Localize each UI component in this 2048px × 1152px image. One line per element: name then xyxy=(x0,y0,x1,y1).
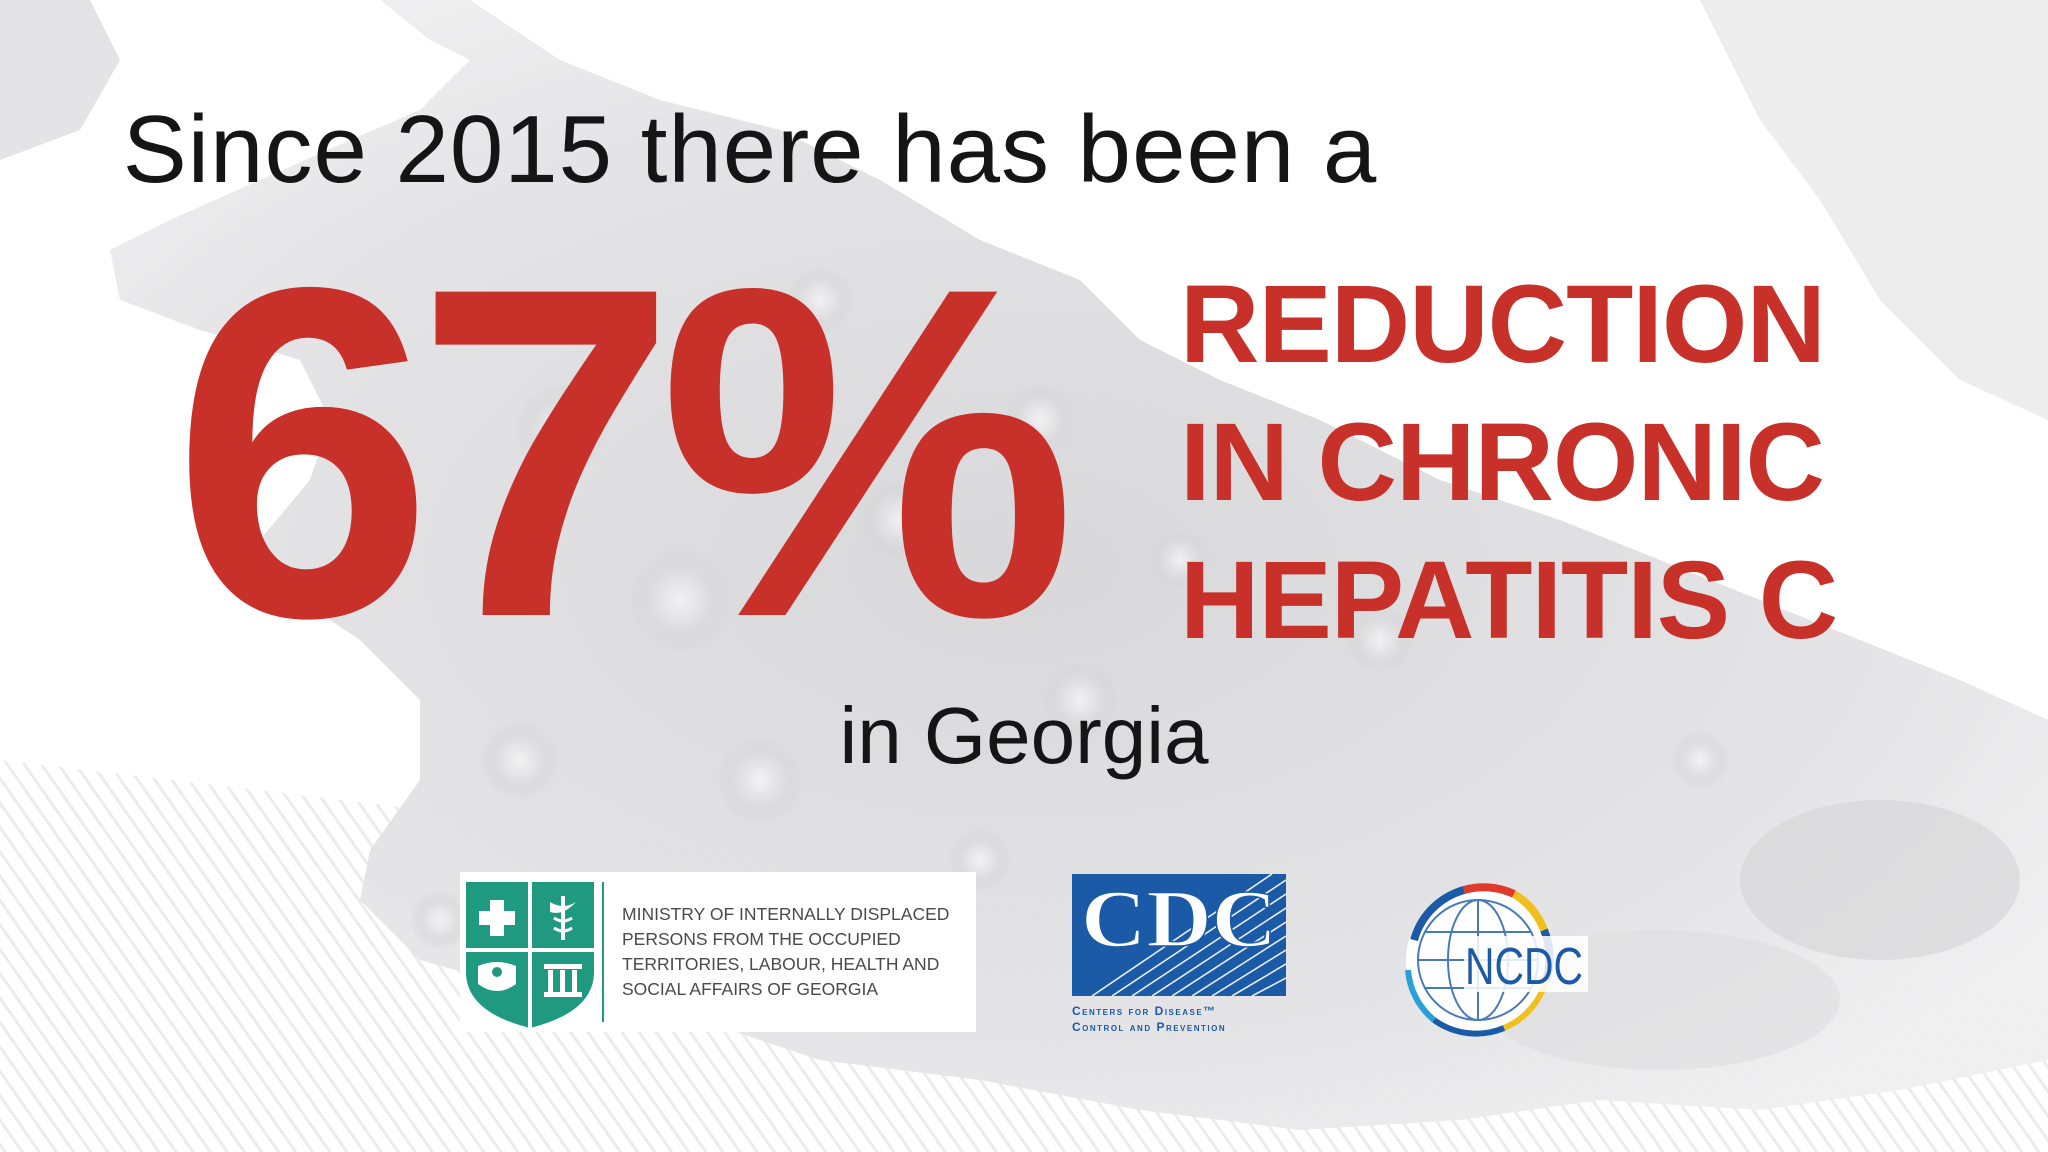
ministry-name-line-4: SOCIAL AFFAIRS OF GEORGIA xyxy=(622,979,879,999)
cdc-tagline-2: Control and Prevention xyxy=(1072,1020,1227,1034)
ministry-name-line-2: PERSONS FROM THE OCCUPIED xyxy=(622,929,901,949)
cdc-tagline-1: Centers for Disease™ xyxy=(1072,1004,1217,1018)
location-text: in Georgia xyxy=(839,691,1209,780)
headline-line-3: HEPATITIS C xyxy=(1180,539,1838,662)
headline-block: REDUCTION IN CHRONIC HEPATITIS C xyxy=(1180,256,1880,670)
big-percentage: 67% xyxy=(172,190,1077,715)
ncdc-logo: NCDC xyxy=(1405,883,1588,1037)
cdc-mark: CDC xyxy=(1072,874,1286,996)
headline-line-2: IN CHRONIC xyxy=(1180,401,1825,524)
ministry-name-line-1: MINISTRY OF INTERNALLY DISPLACED xyxy=(622,904,950,924)
ministry-shield-icon xyxy=(466,882,594,1028)
ministry-name-line-3: TERRITORIES, LABOUR, HEALTH AND xyxy=(622,954,940,974)
headline-line-1: REDUCTION xyxy=(1180,263,1826,386)
intro-text: Since 2015 there has been a xyxy=(122,96,1378,203)
ministry-name: MINISTRY OF INTERNALLY DISPLACED PERSONS… xyxy=(622,902,972,1002)
ministry-divider xyxy=(602,882,604,1022)
ministry-logo: MINISTRY OF INTERNALLY DISPLACED PERSONS… xyxy=(460,872,976,1032)
cdc-mark-text: CDC xyxy=(1081,874,1277,964)
cdc-logo: CDC Centers for Disease™ Control and Pre… xyxy=(1068,874,1290,1038)
ncdc-mark-text: NCDC xyxy=(1465,938,1583,996)
